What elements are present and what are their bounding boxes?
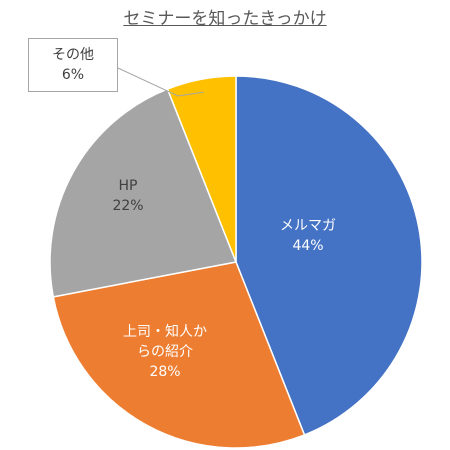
pie-slice: [49, 88, 238, 298]
value-label: 44%: [292, 238, 324, 254]
pie-slice: [52, 261, 306, 449]
value-label: 28%: [149, 364, 181, 380]
value-label: 6%: [61, 67, 85, 83]
category-label: メルマガ: [280, 218, 336, 234]
category-label: HP: [118, 178, 138, 194]
category-label: その他: [52, 47, 94, 63]
callout-line: [117, 67, 204, 97]
callout-label: その他 6%: [28, 38, 118, 92]
value-label: 22%: [112, 198, 144, 214]
pie-slice: [235, 75, 423, 436]
chart-title: セミナーを知ったきっかけ: [123, 9, 327, 29]
slice-label: HP 22%: [112, 176, 143, 216]
category-label: 上司・知人からの紹介: [123, 324, 207, 360]
slice-label: 上司・知人からの紹介 28%: [117, 322, 213, 382]
slice-label: メルマガ 44%: [280, 216, 336, 256]
pie-slice: [166, 75, 237, 263]
